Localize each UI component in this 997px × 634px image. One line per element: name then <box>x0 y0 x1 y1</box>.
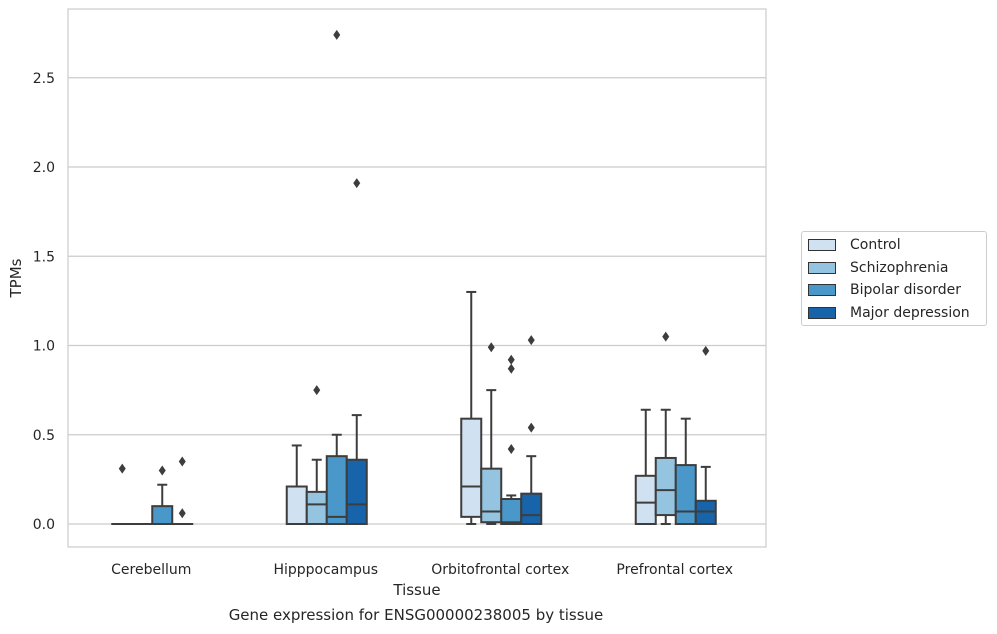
y-axis-title: TPMs <box>7 258 25 298</box>
legend-swatch <box>808 239 836 251</box>
box-2-2 <box>500 354 523 526</box>
box-1-1 <box>305 385 328 525</box>
box-body <box>285 485 308 526</box>
box-1-3 <box>345 178 368 525</box>
box-0-0 <box>111 463 134 526</box>
outlier-point <box>702 345 710 356</box>
legend-item: Major depression <box>808 303 970 323</box>
box-3-3 <box>694 345 717 526</box>
outlier-point <box>178 508 186 519</box>
outlier-point <box>178 456 186 467</box>
box-body <box>345 458 368 525</box>
box-body <box>634 474 657 525</box>
box-2-3 <box>520 335 543 525</box>
box-0-3 <box>171 456 194 526</box>
box-body <box>500 498 523 526</box>
x-tick-label: Prefrontal cortex <box>616 562 733 578</box>
x-tick-label: Cerebellum <box>111 562 191 578</box>
y-tick-label: 0.5 <box>33 428 55 444</box>
legend-item: Schizophrenia <box>808 258 948 278</box>
legend: Control Schizophrenia Bipolar disorder Majo… <box>801 231 987 326</box>
legend-swatch <box>808 284 836 296</box>
box-body <box>520 492 543 525</box>
outlier-point <box>507 363 515 374</box>
y-tick-label: 1.0 <box>33 339 55 355</box>
outlier-point <box>118 463 126 474</box>
box-2-1 <box>480 342 503 525</box>
outlier-point <box>527 335 535 346</box>
x-tick-label: Hipppocampus <box>273 562 378 578</box>
x-tick-label: Orbitofrontal cortex <box>431 562 569 578</box>
outlier-point <box>313 385 321 396</box>
y-tick-label: 0.0 <box>33 517 55 533</box>
chart-caption: Gene expression for ENSG00000238005 by t… <box>228 606 604 624</box>
y-tick-label: 1.5 <box>33 249 55 265</box>
legend-label: Control <box>850 237 901 253</box>
box-3-2 <box>674 417 697 525</box>
legend-label: Major depression <box>850 304 970 321</box>
outlier-point <box>662 331 670 342</box>
box-body <box>305 490 328 525</box>
legend-swatch <box>808 261 836 274</box>
box-1-2 <box>325 29 348 526</box>
box-groups <box>111 29 717 526</box>
box-0-2 <box>151 465 174 525</box>
legend-item: Control <box>808 235 901 255</box>
box-body <box>325 455 348 526</box>
outlier-point <box>527 422 535 433</box>
outlier-point <box>158 465 166 476</box>
outlier-point <box>507 354 515 365</box>
y-tick-label: 2.5 <box>33 71 55 87</box>
y-tick-label: 2.0 <box>33 160 55 176</box>
y-tick-labels: 0.0 0.5 1.0 1.5 2.0 2.5 <box>33 71 55 533</box>
legend-item: Bipolar disorder <box>808 280 961 300</box>
x-tick-labels: Cerebellum Hipppocampus Orbitofrontal cort… <box>111 562 733 578</box>
box-body <box>460 417 483 518</box>
box-body <box>480 467 503 524</box>
legend-swatch <box>808 306 836 319</box>
legend-label: Bipolar disorder <box>850 282 962 298</box>
box-2-0 <box>460 290 483 525</box>
outlier-point <box>353 178 361 189</box>
plot-area <box>67 8 767 548</box>
box-body <box>654 456 677 517</box>
box-body <box>151 505 174 525</box>
x-axis-title: Tissue <box>392 581 440 599</box>
outlier-point <box>507 444 515 455</box>
outlier-point <box>487 342 495 353</box>
box-body <box>674 464 697 525</box>
legend-label: Schizophrenia <box>850 259 949 276</box>
outlier-point <box>333 29 341 40</box>
